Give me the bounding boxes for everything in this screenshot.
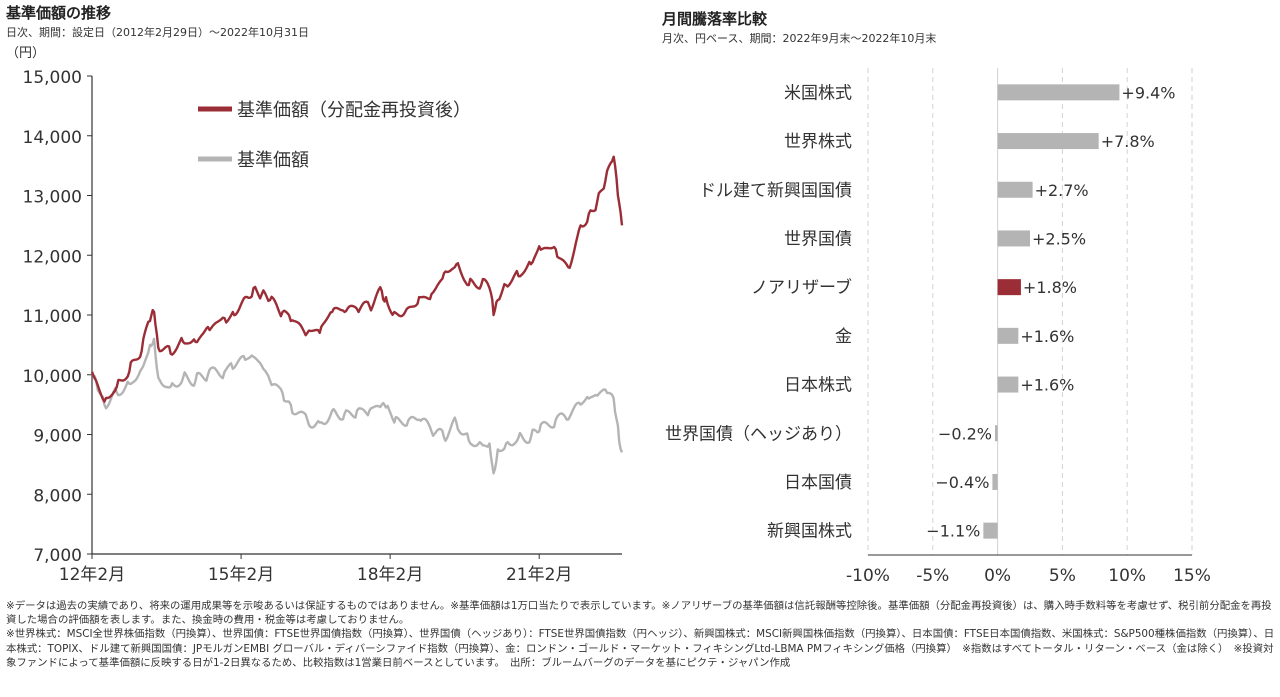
value-label-9: −0.4%: [935, 473, 989, 492]
value-label-1: +9.4%: [1121, 83, 1175, 102]
bar-1: [997, 84, 1120, 101]
category-label-8: 世界国債（ヘッジあり）: [665, 424, 852, 444]
series-line-2: [90, 337, 624, 475]
x-tick-label: -10%: [846, 566, 890, 586]
category-label-1: 米国株式: [784, 83, 852, 103]
legend-label-1: 基準価額（分配金再投資後）: [237, 100, 471, 121]
value-label-2: +7.8%: [1101, 132, 1155, 151]
category-label-2: 世界株式: [784, 132, 852, 152]
footnote-1: ※データは過去の実績であり、将来の運用成果等を示唆あるいは保証するものではありま…: [6, 600, 1272, 627]
category-label-6: 金: [835, 327, 852, 347]
footnotes: ※データは過去の実績であり、将来の運用成果等を示唆あるいは保証するものではありま…: [6, 599, 1276, 670]
category-label-5: ノアリザーブ: [751, 277, 852, 298]
right-chart-title: 月間騰落率比較: [662, 10, 768, 28]
bar-10: [983, 522, 998, 539]
category-label-9: 日本国債: [784, 473, 852, 493]
value-label-6: +1.6%: [1020, 327, 1074, 346]
value-label-7: +1.6%: [1020, 376, 1074, 395]
bar-2: [997, 133, 1099, 150]
bar-6: [997, 327, 1019, 344]
value-label-10: −1.1%: [926, 522, 980, 541]
y-tick-label: 14,000: [23, 128, 82, 148]
x-tick-label: 12年2月: [59, 565, 125, 585]
x-tick-label: 18年2月: [357, 565, 423, 585]
series-line-1: [90, 155, 624, 403]
left-chart-title: 基準価額の推移: [6, 4, 112, 22]
category-label-3: ドル建て新興国国債: [699, 181, 852, 201]
category-label-7: 日本株式: [784, 376, 852, 396]
bar-9: [992, 473, 998, 490]
value-label-3: +2.7%: [1035, 181, 1089, 200]
x-tick-label: 10%: [1108, 566, 1146, 586]
x-tick-label: 0%: [984, 566, 1011, 586]
value-label-5: +1.8%: [1023, 278, 1077, 297]
monthly-return-bar-chart: -10% -5% 0% 5% 10% 15% 米国株式 +9.4% 世界株式 +7.8% ドル建て新…: [665, 68, 1211, 586]
bar-3: [997, 181, 1033, 198]
x-tick-label: 21年2月: [506, 565, 572, 585]
nav-line-chart: 7,000 8,000 9,000 10,000 11,000 12,000 13,000 1…: [23, 68, 624, 585]
category-label-4: 世界国債: [784, 229, 852, 249]
x-tick-label: 15%: [1173, 566, 1211, 586]
bar-5: [997, 279, 1021, 296]
x-tick-label: 5%: [1049, 566, 1076, 586]
y-tick-label: 10,000: [23, 367, 82, 387]
x-tick-label: -5%: [916, 566, 949, 586]
x-tick-label: 15年2月: [208, 565, 274, 585]
y-axis-unit: （円）: [6, 46, 46, 61]
y-tick-label: 7,000: [33, 546, 82, 566]
bar-8: [995, 425, 998, 442]
value-label-4: +2.5%: [1032, 229, 1086, 248]
y-tick-label: 8,000: [33, 486, 82, 506]
bar-7: [997, 376, 1019, 393]
category-label-10: 新興国株式: [767, 522, 852, 542]
y-tick-label: 15,000: [23, 68, 82, 88]
bar-4: [997, 230, 1030, 247]
left-chart-subtitle: 日次、期間：設定日（2012年2月29日）～2022年10月31日: [6, 26, 309, 39]
y-tick-label: 11,000: [23, 307, 82, 327]
y-tick-label: 12,000: [23, 247, 82, 267]
footnote-2: ※世界株式：MSCI全世界株価指数（円換算）、世界国債：FTSE世界国債指数（円…: [6, 628, 1275, 669]
right-chart-subtitle: 月次、円ベース、期間：2022年9月末～2022年10月末: [662, 32, 937, 45]
y-tick-label: 13,000: [23, 188, 82, 208]
legend-label-2: 基準価額: [237, 150, 309, 171]
y-tick-label: 9,000: [33, 427, 82, 447]
value-label-8: −0.2%: [938, 424, 992, 443]
